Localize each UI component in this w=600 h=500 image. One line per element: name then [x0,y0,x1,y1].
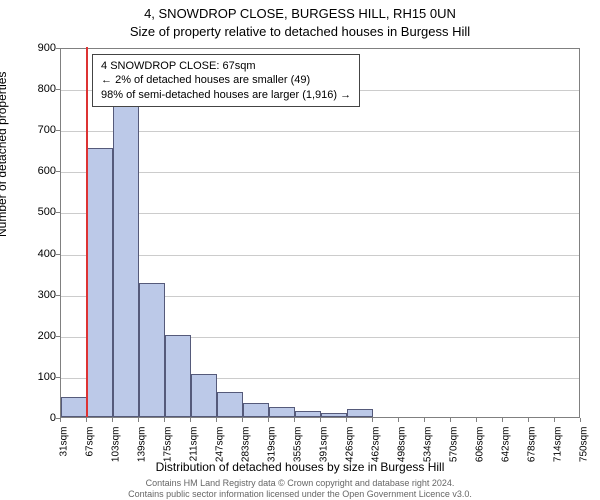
histogram-bar [217,392,243,417]
x-tick [294,418,295,422]
y-tick-label: 600 [38,165,56,177]
x-tick-label: 103sqm [111,427,122,463]
x-tick [268,418,269,422]
histogram-bar [61,397,87,417]
y-tick-label: 700 [38,124,56,136]
histogram-bar [243,403,269,417]
x-tick-label: 355sqm [293,427,304,463]
x-tick-label: 391sqm [319,427,330,463]
y-tick-label: 900 [38,42,56,54]
x-tick-label: 319sqm [267,427,278,463]
x-tick [580,418,581,422]
y-tick-label: 500 [38,206,56,218]
y-tick-label: 100 [38,371,56,383]
histogram-bar [191,374,217,417]
chart-title-line2: Size of property relative to detached ho… [0,24,600,39]
histogram-bar [87,148,113,417]
x-tick-label: 283sqm [241,427,252,463]
x-tick [320,418,321,422]
x-tick [112,418,113,422]
x-tick-label: 426sqm [345,427,356,463]
x-tick [424,418,425,422]
marker-info-box: 4 SNOWDROP CLOSE: 67sqm ← 2% of detached… [92,54,360,107]
x-tick [554,418,555,422]
y-tick-label: 300 [38,289,56,301]
x-tick-label: 67sqm [85,427,96,457]
x-tick-label: 642sqm [501,427,512,463]
info-line1: 4 SNOWDROP CLOSE: 67sqm [101,59,351,73]
x-tick [450,418,451,422]
x-tick-label: 247sqm [215,427,226,463]
info-line3: 98% of semi-detached houses are larger (… [101,88,351,102]
y-axis-label: Number of detached properties [0,72,9,237]
x-tick [60,418,61,422]
x-tick [502,418,503,422]
x-tick-label: 31sqm [59,427,70,457]
x-tick-label: 714sqm [553,427,564,463]
x-tick-label: 534sqm [423,427,434,463]
y-tick-label: 400 [38,248,56,260]
y-tick-label: 200 [38,330,56,342]
x-tick [476,418,477,422]
x-tick [190,418,191,422]
x-tick-label: 570sqm [449,427,460,463]
histogram-bar [113,105,139,417]
x-tick [346,418,347,422]
x-tick-label: 175sqm [163,427,174,463]
x-tick-label: 498sqm [397,427,408,463]
histogram-bar [165,335,191,417]
x-tick-label: 606sqm [475,427,486,463]
x-tick [86,418,87,422]
histogram-bar [295,411,321,417]
x-tick-label: 462sqm [371,427,382,463]
x-axis-label: Distribution of detached houses by size … [0,460,600,474]
x-tick [372,418,373,422]
x-tick-label: 211sqm [189,427,200,462]
footer-line1: Contains HM Land Registry data © Crown c… [0,478,600,488]
x-tick-label: 750sqm [579,427,590,463]
x-tick-label: 678sqm [527,427,538,463]
footer-line2: Contains public sector information licen… [0,489,600,499]
x-tick [528,418,529,422]
histogram-bar [321,413,347,417]
x-tick [138,418,139,422]
info-line2: ← 2% of detached houses are smaller (49) [101,73,351,87]
histogram-bar [269,407,295,417]
histogram-bar [139,283,165,417]
x-tick [398,418,399,422]
x-tick [164,418,165,422]
x-tick [216,418,217,422]
y-tick-label: 800 [38,83,56,95]
chart-title-line1: 4, SNOWDROP CLOSE, BURGESS HILL, RH15 0U… [0,6,600,21]
histogram-bar [347,409,373,417]
x-tick [242,418,243,422]
x-tick-label: 139sqm [137,427,148,463]
chart-container: 4, SNOWDROP CLOSE, BURGESS HILL, RH15 0U… [0,0,600,500]
marker-vertical-line [86,47,88,417]
